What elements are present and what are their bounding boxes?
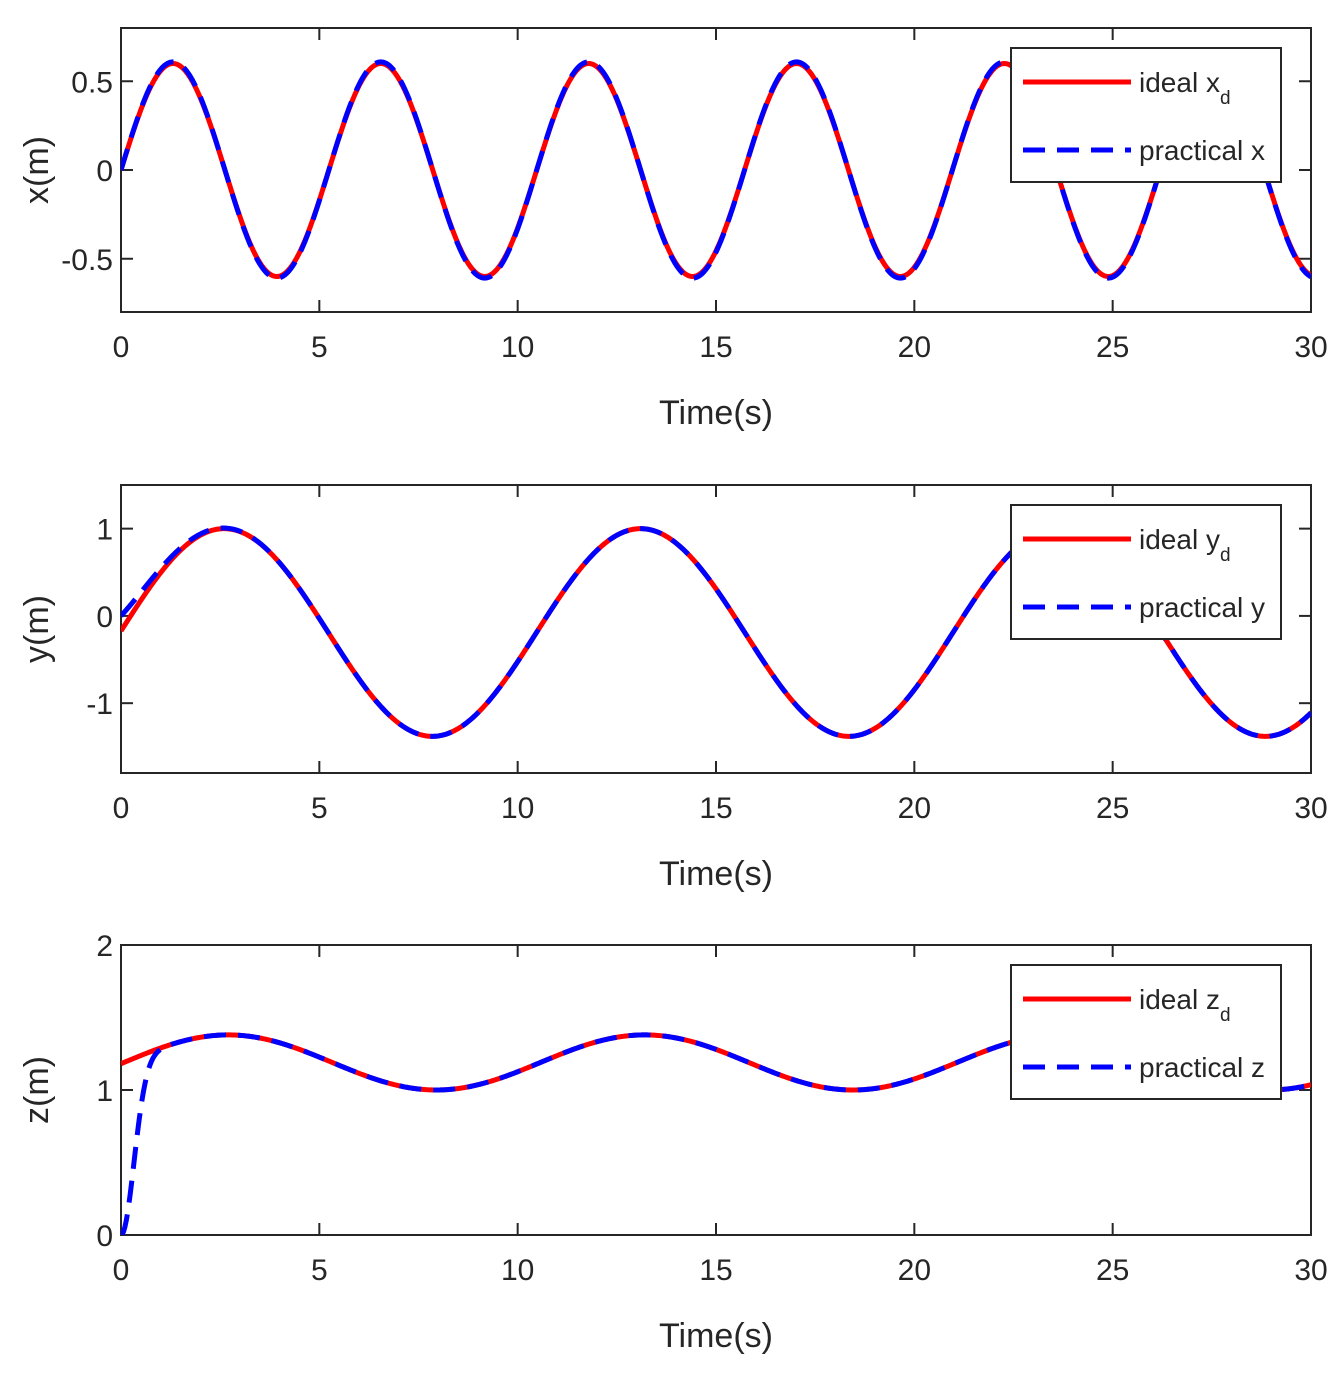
y-tick-label: 0	[96, 601, 113, 634]
x-tick-label: 0	[113, 792, 130, 825]
x-tick-label: 20	[898, 792, 931, 825]
x-tick-label: 10	[501, 1254, 534, 1287]
y-axis-label: z(m)	[18, 1056, 56, 1124]
x-axis-label: Time(s)	[659, 1317, 773, 1355]
x-tick-label: 15	[699, 792, 732, 825]
legend-entry-practical-y: practical y	[1139, 592, 1265, 623]
y-tick-label: 0	[96, 155, 113, 188]
legend-entry-ideal-x: ideal xd	[1139, 67, 1231, 109]
x-tick-label: 15	[699, 331, 732, 364]
legend: ideal xd practical x	[1010, 47, 1282, 183]
x-tick-label: 5	[311, 331, 328, 364]
x-tick-label: 10	[501, 331, 534, 364]
x-tick-label: 30	[1294, 1254, 1327, 1287]
x-tick-label: 20	[898, 1254, 931, 1287]
x-tick-label: 25	[1096, 1254, 1129, 1287]
y-tick-label: 0	[96, 1220, 113, 1253]
legend-box	[1010, 504, 1282, 640]
panel-x: 0 5 10 15 20 25 30 -0.5 0 0.5 Time(s) x(m) ideal xd p…	[18, 27, 1328, 432]
legend-box	[1010, 964, 1282, 1100]
y-tick-label: -1	[86, 688, 113, 721]
y-tick-label: 1	[96, 514, 113, 547]
x-tick-label: 25	[1096, 331, 1129, 364]
x-tick-label: 5	[311, 792, 328, 825]
x-tick-label: 0	[113, 331, 130, 364]
y-tick-label: -0.5	[61, 244, 113, 277]
series-line-practical-x	[121, 59, 1311, 281]
y-tick-label: 0.5	[71, 66, 113, 99]
y-tick-label: 1	[96, 1075, 113, 1108]
y-tick-label: 2	[96, 930, 113, 963]
legend-box	[1010, 47, 1282, 183]
legend: ideal yd practical y	[1010, 504, 1282, 640]
legend: ideal zd practical z	[1010, 964, 1282, 1100]
x-tick-label: 5	[311, 1254, 328, 1287]
series-line-practical-y	[121, 525, 1311, 739]
panel-y: 0 5 10 15 20 25 30 -1 0 1 Time(s) y(m) ideal yd pract…	[18, 484, 1328, 893]
y-axis-label: x(m)	[18, 136, 56, 204]
series-line-practical-z	[121, 1032, 1311, 1235]
legend-entry-ideal-y: ideal yd	[1139, 524, 1231, 566]
legend-entry-practical-x: practical x	[1139, 135, 1265, 166]
y-axis-label: y(m)	[18, 595, 56, 663]
x-tick-label: 30	[1294, 792, 1327, 825]
x-tick-label: 10	[501, 792, 534, 825]
legend-entry-practical-z: practical z	[1139, 1052, 1265, 1083]
x-tick-label: 30	[1294, 331, 1327, 364]
x-tick-label: 20	[898, 331, 931, 364]
legend-entry-ideal-z: ideal zd	[1139, 984, 1231, 1026]
x-axis-label: Time(s)	[659, 855, 773, 893]
panel-z: 0 5 10 15 20 25 30 0 1 2 Time(s) z(m) ideal zd practi…	[18, 930, 1328, 1355]
x-tick-label: 25	[1096, 792, 1129, 825]
x-tick-label: 0	[113, 1254, 130, 1287]
x-tick-label: 15	[699, 1254, 732, 1287]
x-axis-label: Time(s)	[659, 394, 773, 432]
